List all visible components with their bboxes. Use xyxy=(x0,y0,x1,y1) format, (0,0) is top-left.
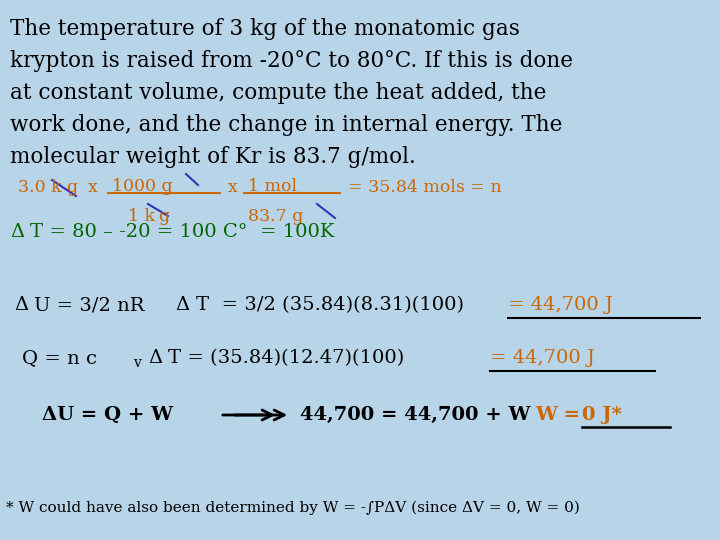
Text: g: g xyxy=(158,208,169,225)
Text: 83.7 g: 83.7 g xyxy=(248,208,303,225)
Text: v: v xyxy=(133,356,141,370)
Text: krypton is raised from -20°C to 80°C. If this is done: krypton is raised from -20°C to 80°C. If… xyxy=(10,50,573,72)
Text: work done, and the change in internal energy. The: work done, and the change in internal en… xyxy=(10,114,562,136)
Text: = 44,700 J: = 44,700 J xyxy=(508,296,613,314)
Text: Q = n c: Q = n c xyxy=(22,349,97,367)
Text: Δ: Δ xyxy=(148,349,162,367)
Text: T = 80 – -20 = 100 C°  = 100K: T = 80 – -20 = 100 C° = 100K xyxy=(30,223,334,241)
Text: 1 k: 1 k xyxy=(128,208,155,225)
Text: x: x xyxy=(228,179,238,197)
Text: T = (35.84)(12.47)(100): T = (35.84)(12.47)(100) xyxy=(168,349,404,367)
Text: x: x xyxy=(88,179,98,197)
Text: 44,700 = 44,700 + W: 44,700 = 44,700 + W xyxy=(300,406,531,424)
Text: g: g xyxy=(66,179,77,197)
Text: Δ: Δ xyxy=(175,296,189,314)
Text: at constant volume, compute the heat added, the: at constant volume, compute the heat add… xyxy=(10,82,546,104)
Text: = 35.84 mols = n: = 35.84 mols = n xyxy=(348,179,502,197)
Text: 0 J*: 0 J* xyxy=(582,406,622,424)
Text: Δ: Δ xyxy=(14,296,28,314)
Text: T  = 3/2 (35.84)(8.31)(100): T = 3/2 (35.84)(8.31)(100) xyxy=(196,296,464,314)
Text: 1000 g: 1000 g xyxy=(112,178,173,195)
Text: W =: W = xyxy=(535,406,580,424)
Text: Δ: Δ xyxy=(10,223,24,241)
Text: = 44,700 J: = 44,700 J xyxy=(490,349,595,367)
Text: The temperature of 3 kg of the monatomic gas: The temperature of 3 kg of the monatomic… xyxy=(10,18,520,40)
Text: molecular weight of Kr is 83.7 g/mol.: molecular weight of Kr is 83.7 g/mol. xyxy=(10,146,415,168)
Text: U = 3/2 nR: U = 3/2 nR xyxy=(34,296,145,314)
Text: 3.0 k: 3.0 k xyxy=(18,179,62,197)
Text: 1 mol: 1 mol xyxy=(248,178,297,195)
Text: * W could have also been determined by W = -∫PΔV (since ΔV = 0, W = 0): * W could have also been determined by W… xyxy=(6,501,580,515)
Text: ΔU = Q + W: ΔU = Q + W xyxy=(42,406,173,424)
